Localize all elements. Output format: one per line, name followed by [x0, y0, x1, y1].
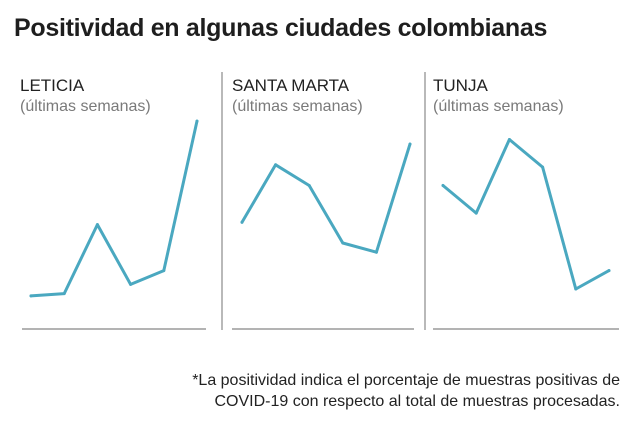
- data-point: [574, 287, 578, 291]
- panel-divider: [424, 72, 426, 330]
- data-point: [95, 223, 99, 227]
- panel-santa-marta: SANTA MARTA (últimas semanas): [232, 72, 417, 332]
- line-chart-tunja: [433, 138, 619, 330]
- data-point: [341, 241, 345, 245]
- line-chart-santa-marta: [232, 142, 414, 330]
- panel-leticia: LETICIA (últimas semanas): [20, 72, 210, 332]
- data-point: [307, 184, 311, 187]
- series-line: [240, 142, 412, 254]
- panel-title: SANTA MARTA: [232, 76, 350, 95]
- panel-tunja: TUNJA (últimas semanas): [433, 72, 623, 332]
- panel-title: TUNJA: [433, 76, 488, 95]
- data-point: [62, 292, 66, 296]
- series-line: [29, 119, 199, 298]
- footnote: *La positividad indica el porcentaje de …: [150, 370, 620, 412]
- footnote-line: COVID-19 con respecto al total de muestr…: [214, 393, 620, 410]
- data-point: [195, 119, 199, 123]
- data-point: [474, 211, 478, 215]
- panel-subtitle: (últimas semanas): [232, 98, 363, 115]
- data-point: [374, 250, 378, 254]
- panel-title: LETICIA: [20, 76, 85, 95]
- data-point: [274, 163, 278, 167]
- panel-subtitle: (últimas semanas): [433, 98, 564, 115]
- line-chart-leticia: [22, 119, 206, 330]
- chart-title: Positividad en algunas ciudades colombia…: [14, 14, 548, 42]
- data-point: [441, 184, 445, 187]
- panel-subtitle: (últimas semanas): [20, 98, 151, 115]
- footnote-line: *La positividad indica el porcentaje de …: [192, 372, 620, 389]
- data-point: [541, 165, 545, 169]
- data-point: [129, 282, 133, 286]
- data-point: [162, 269, 166, 273]
- data-point: [607, 269, 611, 273]
- data-point: [29, 294, 33, 298]
- data-point: [408, 142, 412, 146]
- series-line: [441, 138, 611, 291]
- panel-divider: [221, 72, 223, 330]
- data-point: [507, 138, 511, 141]
- data-point: [240, 220, 244, 224]
